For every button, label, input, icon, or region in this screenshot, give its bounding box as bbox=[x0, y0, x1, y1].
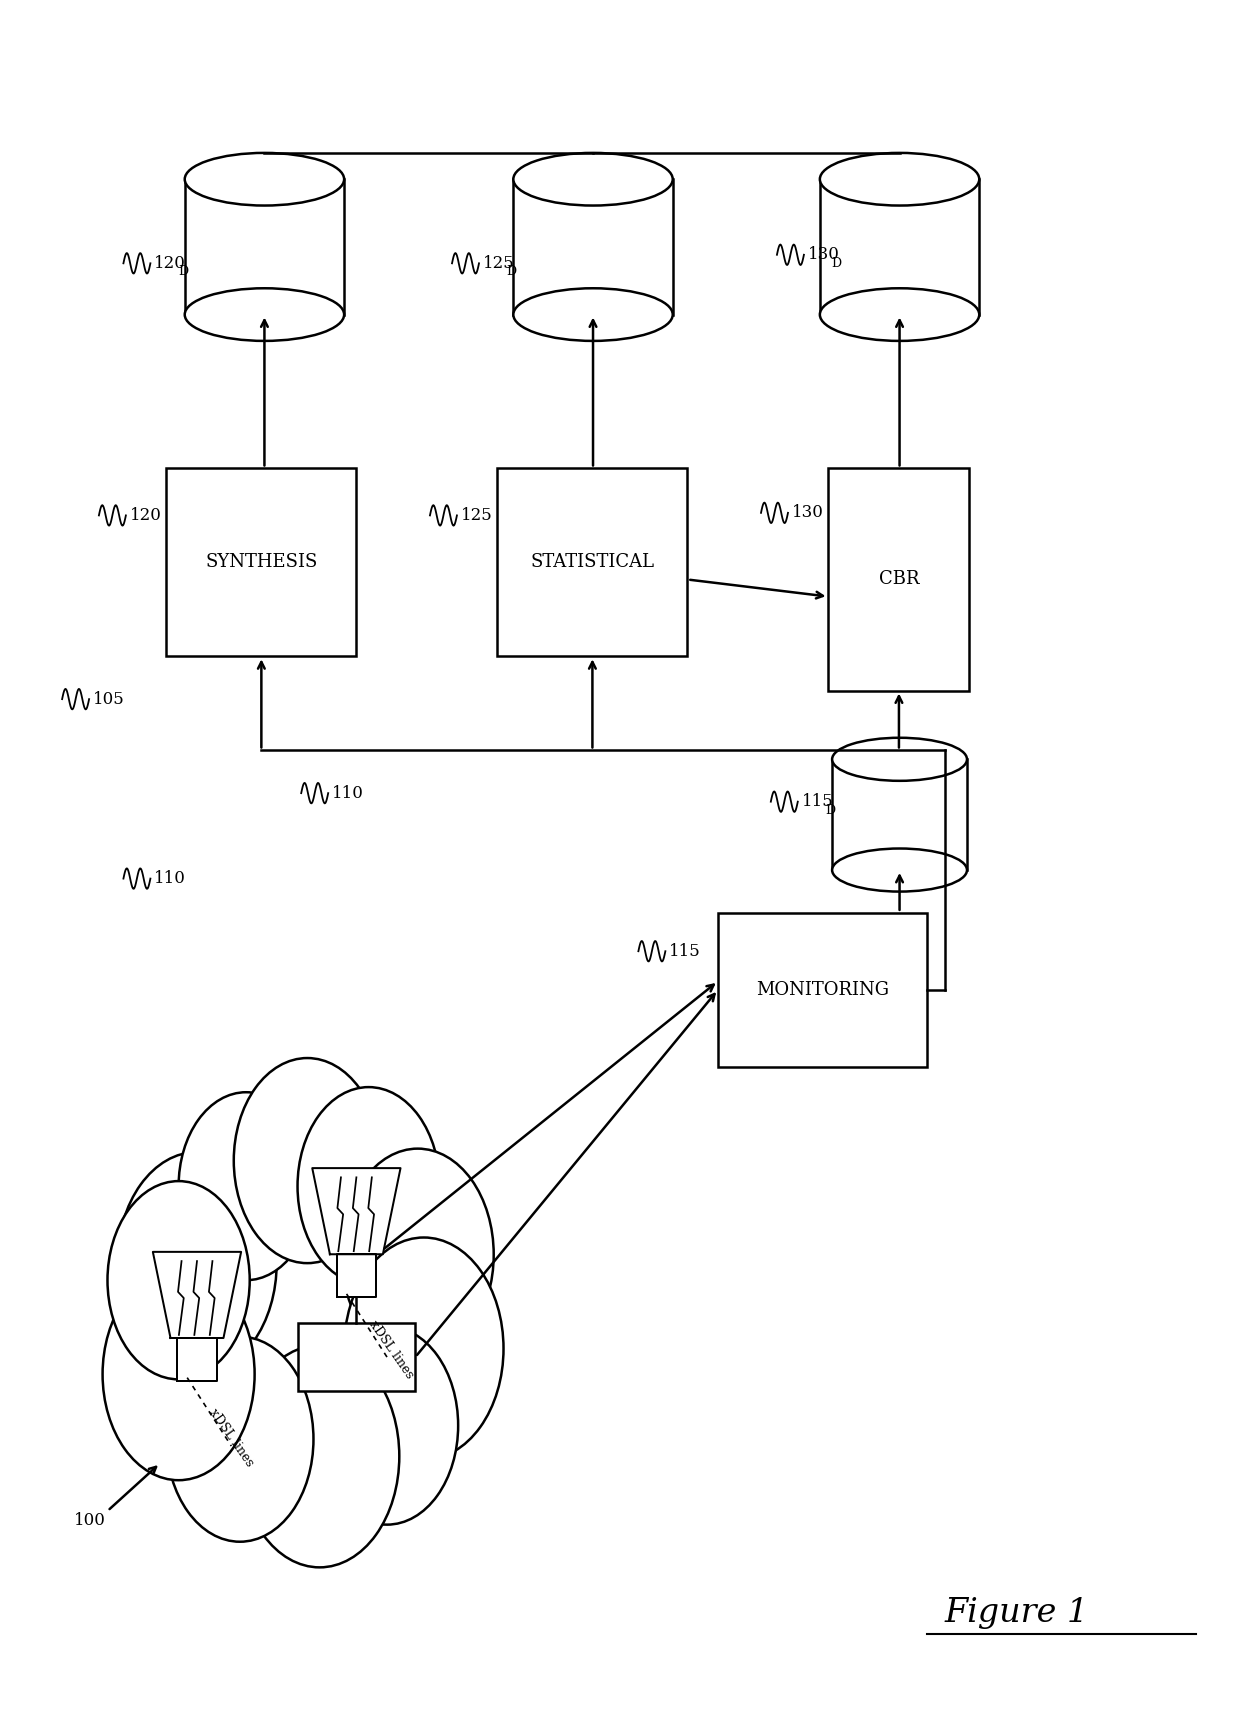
Ellipse shape bbox=[832, 848, 967, 891]
Bar bbox=[166, 469, 356, 656]
Text: xDSL lines: xDSL lines bbox=[366, 1318, 415, 1380]
Circle shape bbox=[342, 1149, 494, 1361]
Text: 120: 120 bbox=[154, 255, 186, 272]
Circle shape bbox=[108, 1180, 249, 1380]
Text: STATISTICAL: STATISTICAL bbox=[531, 553, 655, 572]
Polygon shape bbox=[336, 1254, 376, 1297]
Text: D: D bbox=[507, 265, 517, 279]
Polygon shape bbox=[312, 1168, 401, 1254]
Bar bbox=[185, 179, 345, 315]
Text: D: D bbox=[179, 265, 188, 279]
Text: 125: 125 bbox=[460, 507, 492, 524]
Text: 100: 100 bbox=[74, 1511, 107, 1528]
Text: Figure 1: Figure 1 bbox=[945, 1597, 1089, 1628]
Circle shape bbox=[345, 1237, 503, 1459]
Text: 110: 110 bbox=[154, 870, 186, 887]
Circle shape bbox=[316, 1327, 458, 1525]
Text: 105: 105 bbox=[93, 691, 124, 708]
Circle shape bbox=[118, 1153, 277, 1375]
Ellipse shape bbox=[513, 288, 673, 341]
Text: CBR: CBR bbox=[879, 570, 919, 589]
Text: xDSL lines: xDSL lines bbox=[207, 1406, 257, 1470]
Ellipse shape bbox=[832, 737, 967, 781]
Polygon shape bbox=[153, 1253, 241, 1339]
Bar bbox=[820, 179, 980, 315]
Ellipse shape bbox=[185, 153, 345, 205]
Bar bbox=[832, 760, 967, 870]
Text: 120: 120 bbox=[129, 507, 161, 524]
Ellipse shape bbox=[820, 153, 980, 205]
Circle shape bbox=[103, 1268, 254, 1480]
Bar bbox=[718, 913, 926, 1067]
Bar bbox=[497, 469, 687, 656]
Text: D: D bbox=[832, 257, 842, 271]
Circle shape bbox=[179, 1092, 314, 1280]
Circle shape bbox=[166, 1337, 314, 1542]
Text: SYNTHESIS: SYNTHESIS bbox=[205, 553, 317, 572]
Polygon shape bbox=[177, 1339, 217, 1382]
Text: 115: 115 bbox=[801, 793, 833, 810]
Text: 125: 125 bbox=[482, 255, 515, 272]
Text: 115: 115 bbox=[670, 942, 701, 960]
Text: 110: 110 bbox=[332, 784, 363, 801]
Text: 130: 130 bbox=[791, 505, 823, 522]
Circle shape bbox=[298, 1087, 440, 1285]
Ellipse shape bbox=[820, 288, 980, 341]
Text: D: D bbox=[826, 803, 836, 817]
Ellipse shape bbox=[185, 288, 345, 341]
Bar bbox=[513, 179, 673, 315]
Bar bbox=[298, 1323, 415, 1392]
Text: 130: 130 bbox=[807, 246, 839, 264]
Text: MONITORING: MONITORING bbox=[756, 980, 889, 999]
Ellipse shape bbox=[513, 153, 673, 205]
Bar bbox=[828, 469, 970, 691]
Circle shape bbox=[239, 1346, 399, 1568]
Circle shape bbox=[234, 1058, 381, 1263]
